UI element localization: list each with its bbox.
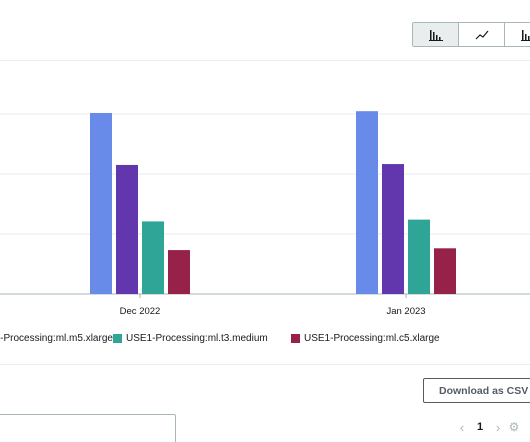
stacked-bar-chart-button[interactable]	[505, 23, 530, 46]
chart-canvas: Dec 2022 Jan 2023	[0, 111, 530, 317]
x-tick-label: Jan 2023	[386, 306, 425, 317]
legend-item[interactable]: USE1-Processing:ml.m5.xlarge	[0, 333, 113, 344]
legend-swatch	[113, 334, 122, 343]
chevron-right-icon: ›	[495, 419, 501, 435]
bar[interactable]	[356, 111, 378, 294]
download-csv-button[interactable]: Download as CSV	[423, 378, 530, 403]
pagination: ‹ 1 › ⚙	[454, 418, 522, 436]
line-chart-button[interactable]	[459, 23, 505, 46]
bar[interactable]	[168, 250, 190, 294]
chart-legend: USE1-Processing:ml.m5.xlarge USE1-Proces…	[0, 333, 530, 349]
bar[interactable]	[382, 164, 404, 294]
stacked-bar-chart-icon	[521, 29, 530, 41]
next-page-button[interactable]: ›	[490, 418, 506, 436]
chevron-left-icon: ‹	[459, 419, 465, 435]
bar[interactable]	[90, 112, 112, 294]
bar[interactable]	[116, 164, 138, 294]
header-divider	[0, 60, 530, 61]
chart-type-toggle	[412, 22, 530, 47]
bar-chart-icon	[428, 29, 443, 41]
bar-chart: Dec 2022 Jan 2023	[0, 61, 530, 321]
legend-label: USE1-Processing:ml.c5.xlarge	[304, 333, 440, 344]
line-chart-icon	[475, 30, 488, 39]
legend-swatch	[291, 334, 300, 343]
legend-label: USE1-Processing:ml.m5.xlarge	[0, 333, 113, 344]
filter-input[interactable]	[0, 414, 176, 442]
page-number[interactable]: 1	[476, 421, 484, 433]
bar[interactable]	[408, 219, 430, 294]
bar[interactable]	[434, 248, 456, 294]
bar[interactable]	[142, 221, 164, 294]
legend-item[interactable]: USE1-Processing:ml.c5.xlarge	[291, 333, 440, 344]
legend-label: USE1-Processing:ml.t3.medium	[126, 333, 268, 344]
section-divider	[0, 364, 530, 365]
previous-page-button[interactable]: ‹	[454, 418, 470, 436]
x-tick-label: Dec 2022	[120, 306, 161, 317]
bar-chart-button[interactable]	[413, 23, 459, 46]
settings-icon[interactable]: ⚙	[508, 420, 520, 434]
legend-item[interactable]: USE1-Processing:ml.t3.medium	[113, 333, 268, 344]
